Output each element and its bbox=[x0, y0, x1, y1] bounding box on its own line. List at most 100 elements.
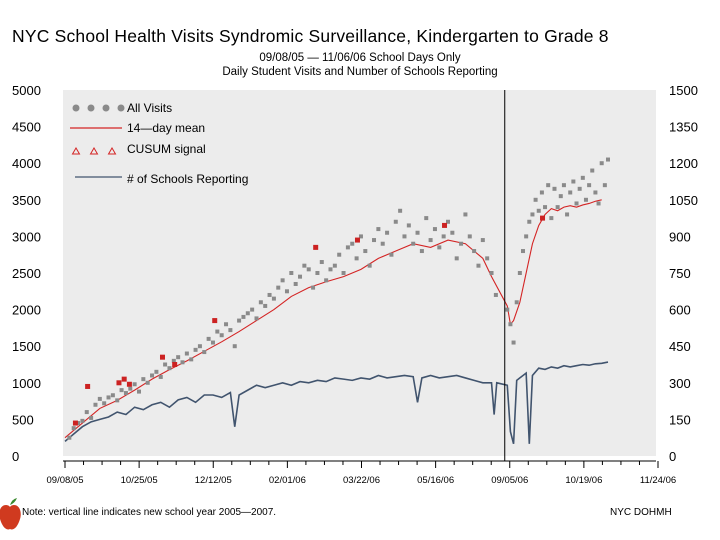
visit-point bbox=[463, 212, 468, 217]
visit-point bbox=[163, 362, 168, 367]
visit-point bbox=[332, 263, 337, 268]
visit-point bbox=[372, 238, 377, 243]
visit-point bbox=[80, 418, 85, 423]
right-axis-tick-label: 900 bbox=[669, 229, 691, 244]
visit-point bbox=[432, 227, 437, 232]
visit-point bbox=[319, 260, 324, 265]
visit-point bbox=[367, 263, 372, 268]
cusum-point bbox=[172, 362, 178, 367]
visit-point bbox=[350, 241, 355, 246]
cusum-point bbox=[442, 222, 448, 228]
visit-point bbox=[424, 216, 429, 221]
visit-point bbox=[176, 355, 181, 360]
visit-point bbox=[539, 190, 544, 195]
visit-point bbox=[590, 168, 595, 173]
left-axis-tick-label: 4000 bbox=[12, 156, 41, 171]
apple-body bbox=[0, 505, 21, 530]
visit-point bbox=[345, 245, 350, 250]
visit-point bbox=[577, 186, 582, 191]
visit-point bbox=[154, 369, 159, 374]
visit-point bbox=[210, 340, 215, 345]
visit-point bbox=[224, 322, 229, 327]
visit-point bbox=[561, 183, 566, 188]
visit-point bbox=[472, 249, 477, 254]
apple-logo-icon bbox=[0, 498, 21, 530]
mean-line bbox=[64, 199, 602, 439]
visit-point bbox=[514, 300, 519, 305]
visit-point bbox=[505, 307, 510, 312]
visit-point bbox=[437, 245, 442, 250]
visit-point bbox=[583, 197, 588, 202]
chart-title: NYC School Health Visits Syndromic Surve… bbox=[12, 26, 609, 46]
visit-point bbox=[454, 256, 459, 261]
visit-point bbox=[202, 350, 207, 355]
visit-point bbox=[293, 281, 298, 286]
visit-point bbox=[328, 267, 333, 272]
visit-point bbox=[389, 252, 394, 257]
left-axis-tick-label: 4500 bbox=[12, 120, 41, 135]
visit-point bbox=[67, 435, 72, 440]
visit-point bbox=[527, 219, 532, 224]
visit-point bbox=[106, 395, 111, 400]
visit-point bbox=[158, 374, 163, 379]
visit-point bbox=[284, 289, 289, 294]
visit-point bbox=[406, 223, 411, 228]
visit-point bbox=[363, 249, 368, 254]
visit-point bbox=[380, 241, 385, 246]
visit-point bbox=[536, 208, 541, 213]
visit-point bbox=[119, 388, 124, 393]
left-axis-tick-label: 5000 bbox=[12, 83, 41, 98]
visit-point bbox=[376, 227, 381, 232]
visit-point bbox=[141, 377, 146, 382]
legend-mean-label: 14—day mean bbox=[127, 121, 205, 135]
visit-point bbox=[298, 274, 303, 279]
visit-point bbox=[93, 402, 98, 407]
x-axis-tick-label: 12/12/05 bbox=[195, 475, 232, 486]
visit-point bbox=[254, 316, 259, 321]
right-axis-tick-label: 1050 bbox=[669, 193, 698, 208]
visit-point bbox=[206, 336, 211, 341]
visit-point bbox=[289, 271, 294, 275]
left-axis-tick-label: 1500 bbox=[12, 339, 41, 354]
legend-schools-label: # of Schools Reporting bbox=[127, 172, 248, 186]
visit-point bbox=[543, 205, 548, 210]
visit-point bbox=[337, 252, 342, 257]
right-axis-tick-label: 0 bbox=[669, 449, 676, 464]
visit-point bbox=[428, 238, 433, 243]
visit-point bbox=[136, 389, 141, 394]
cusum-point bbox=[116, 380, 122, 386]
visit-point bbox=[530, 212, 535, 217]
visit-point bbox=[71, 426, 76, 431]
visit-point bbox=[606, 157, 610, 162]
legend-all-visits-marker bbox=[87, 104, 95, 112]
visit-point bbox=[480, 238, 485, 243]
right-axis-tick-label: 1350 bbox=[669, 120, 698, 135]
visit-point bbox=[232, 344, 237, 349]
visit-point bbox=[189, 357, 194, 362]
visit-point bbox=[241, 314, 246, 319]
visit-point bbox=[398, 208, 403, 213]
chart-subtitle-dates: 09/08/05 — 11/06/06 School Days Only bbox=[259, 52, 461, 64]
visit-point bbox=[485, 256, 490, 261]
left-axis-tick-label: 2000 bbox=[12, 303, 41, 318]
visit-point bbox=[546, 183, 551, 188]
visit-point bbox=[341, 271, 346, 275]
visit-point bbox=[315, 271, 320, 275]
visit-point bbox=[571, 179, 576, 184]
visit-point bbox=[89, 415, 94, 420]
visit-point bbox=[476, 263, 481, 268]
visit-point bbox=[411, 241, 416, 246]
visit-point bbox=[219, 333, 224, 338]
visit-point bbox=[184, 351, 189, 356]
visit-point bbox=[228, 328, 233, 333]
visit-point bbox=[267, 292, 272, 297]
visit-point bbox=[215, 329, 220, 334]
visit-point bbox=[511, 340, 516, 345]
legend-all-visits-label: All Visits bbox=[127, 101, 172, 115]
x-axis-tick-label: 10/19/06 bbox=[565, 475, 602, 486]
visit-point bbox=[324, 278, 329, 283]
visit-point bbox=[197, 344, 202, 349]
visit-point bbox=[467, 234, 472, 239]
x-axis-tick-label: 03/22/06 bbox=[343, 475, 380, 486]
